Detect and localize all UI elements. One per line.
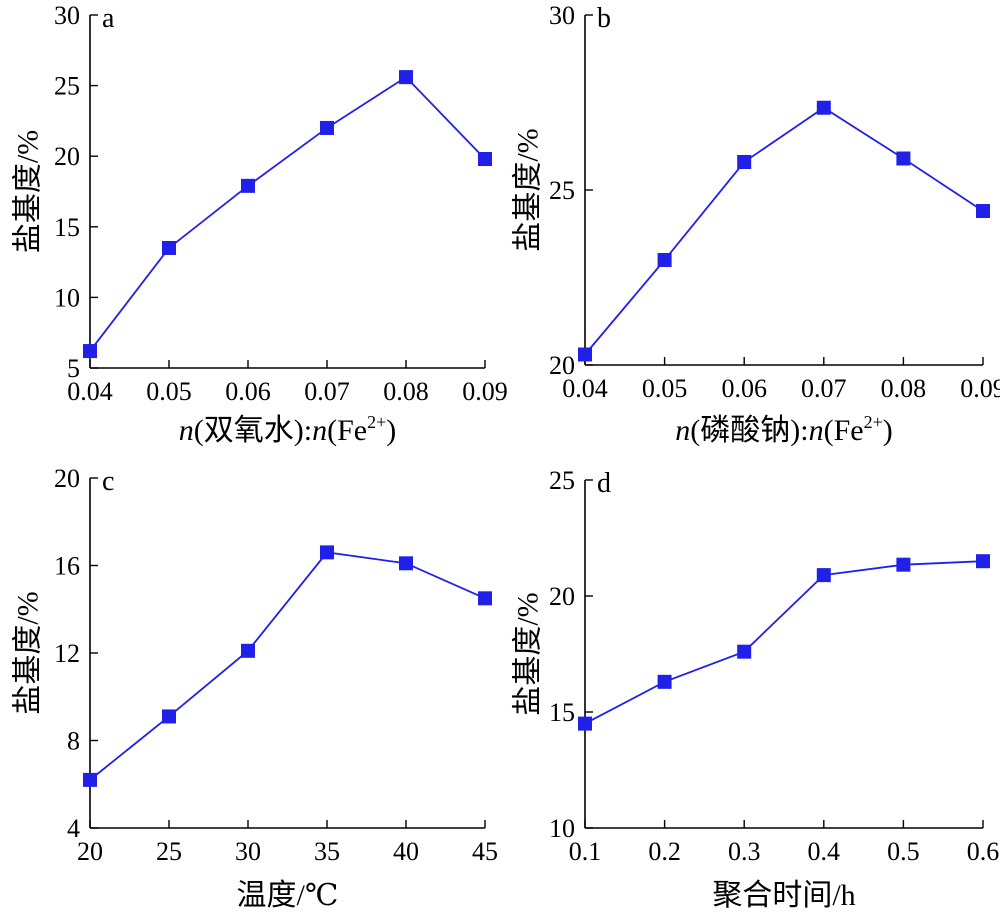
panel-letter: b [597,3,611,34]
data-point-marker [816,568,831,583]
data-point-marker [399,556,413,571]
x-axis-title: 温度/℃ [237,879,339,912]
x-axis-title-part: 2+ [864,412,883,432]
x-tick-label: 0.1 [569,837,602,866]
y-axis-title: 盐基度/% [512,592,545,715]
x-tick-label: 0.08 [383,377,429,406]
x-tick-label: 0.08 [881,374,927,403]
data-point-marker [578,716,592,731]
x-tick-label: 30 [235,837,261,866]
data-point-marker [816,100,831,115]
x-tick-label: 45 [472,837,498,866]
data-point-marker [320,120,334,135]
y-tick-label: 16 [54,552,80,581]
x-tick-label: 0.04 [67,377,113,406]
x-tick-label: 0.3 [728,837,761,866]
series-line [584,560,984,725]
x-axis-title-part: (Fe [327,414,367,447]
x-tick-label: 0.07 [801,374,847,403]
data-point-marker [83,772,97,787]
data-point-marker [896,151,911,166]
chart-panel-d: 10 15 20 25 0.1 0.2 0.3 0.4 0.5 0.6 d 盐基度/% 聚合时间/h [512,466,1000,912]
x-tick-label: 0.05 [642,374,688,403]
y-axis-title: 盐基度/% [512,128,545,251]
data-point-marker [737,644,752,659]
data-point-marker [657,253,672,267]
data-point-marker [241,178,255,193]
x-axis-title-part: ) [386,414,396,447]
panel-letter: c [102,466,114,497]
data-point-marker [399,70,413,85]
x-tick-label: 0.05 [146,377,192,406]
y-axis-title: 盐基度/% [12,591,45,714]
x-axis-title-part: n [675,414,690,447]
y-tick-label: 20 [549,351,575,380]
y-tick-label: 5 [67,354,80,383]
data-point-marker [657,674,672,689]
y-tick-label: 10 [549,814,575,843]
y-tick-label: 20 [549,582,575,611]
series-line [89,551,486,781]
x-tick-label: 0.5 [887,837,920,866]
x-tick-label: 35 [314,837,340,866]
y-tick-label: 25 [549,466,575,495]
chart-panel-a: 5 10 15 20 25 30 0.04 0.05 0.06 0.07 0.08 0.09 a 盐基度/… [12,1,508,447]
chart-panel-c: 4 8 12 16 20 20 25 30 35 40 45 c 盐基度/% 温度/℃ [12,464,499,912]
x-axis-title-part: (Fe [824,414,864,447]
x-tick-label: 0.2 [648,837,681,866]
y-tick-label: 20 [54,464,80,493]
data-point-marker [737,155,752,169]
x-tick-label: 0.6 [967,837,1000,866]
data-point-marker [162,240,176,255]
x-tick-label: 0.09 [462,377,508,406]
y-tick-label: 30 [54,1,80,30]
data-point-marker [478,152,492,167]
x-axis-title-part: n [809,414,824,447]
y-tick-label: 30 [549,1,575,30]
x-tick-label: 0.4 [808,837,841,866]
x-tick-label: 40 [393,837,419,866]
y-tick-label: 25 [549,176,575,205]
panel-letter: a [102,3,115,34]
data-point-marker [478,591,492,606]
series-line [584,106,984,356]
x-axis-title: n(磷酸钠):n(Fe2+) [675,412,892,447]
x-tick-label: 25 [156,837,182,866]
chart-panel-b: 20 25 30 0.04 0.05 0.06 0.07 0.08 0.09 b 盐基度/% n(磷酸… [512,1,1000,447]
y-tick-label: 20 [54,142,80,171]
x-axis-title-part: (磷酸钠): [690,414,808,447]
x-axis-title: n(双氧水):n(Fe2+) [179,412,396,447]
data-point-marker [162,709,176,724]
data-point-marker [896,557,911,572]
y-tick-label: 4 [67,814,80,843]
y-tick-label: 15 [549,698,575,727]
data-point-marker [976,554,990,569]
data-point-marker [976,204,990,218]
x-tick-label: 0.04 [562,374,608,403]
data-point-marker [241,643,255,658]
x-axis-title: 聚合时间/h [712,879,855,912]
y-tick-label: 15 [54,213,80,242]
x-axis-title-part: ) [883,414,893,447]
y-tick-label: 8 [67,727,80,756]
x-tick-label: 0.06 [225,377,271,406]
y-tick-label: 12 [54,639,80,668]
data-point-marker [578,347,592,362]
panel-letter: d [597,468,611,499]
y-tick-label: 25 [54,72,80,101]
x-axis-title-part: 2+ [367,412,386,432]
x-tick-label: 20 [77,837,103,866]
x-tick-label: 0.06 [721,374,767,403]
x-tick-label: 0.07 [304,377,350,406]
x-axis-title-part: n [179,414,194,447]
x-axis-title-part: n [312,414,327,447]
data-point-marker [83,344,97,359]
series-line [89,75,486,352]
x-axis-title-part: (双氧水): [194,414,312,447]
x-tick-label: 0.09 [960,374,1000,403]
y-tick-label: 10 [54,283,80,312]
y-axis-title: 盐基度/% [12,130,45,253]
data-point-marker [320,545,334,560]
